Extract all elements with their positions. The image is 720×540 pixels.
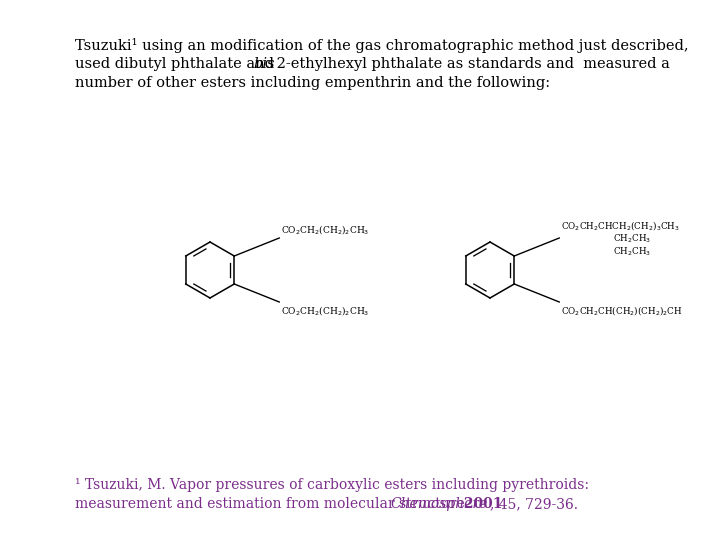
Text: CO$_2$CH$_2$CH(CH$_2$)(CH$_2$)$_2$CH: CO$_2$CH$_2$CH(CH$_2$)(CH$_2$)$_2$CH bbox=[562, 304, 683, 317]
Text: ¹ Tsuzuki, M. Vapor pressures of carboxylic esters including pyrethroids:: ¹ Tsuzuki, M. Vapor pressures of carboxy… bbox=[75, 478, 589, 492]
Text: CO$_2$CH$_2$(CH$_2$)$_2$CH$_3$: CO$_2$CH$_2$(CH$_2$)$_2$CH$_3$ bbox=[282, 223, 369, 236]
Text: CH$_2$CH$_3$: CH$_2$CH$_3$ bbox=[613, 233, 652, 245]
Text: used dibutyl phthalate and: used dibutyl phthalate and bbox=[75, 57, 279, 71]
Text: Chemosphere: Chemosphere bbox=[390, 497, 487, 511]
Text: bis: bis bbox=[253, 57, 274, 71]
Text: 2-ethylhexyl phthalate as standards and  measured a: 2-ethylhexyl phthalate as standards and … bbox=[272, 57, 670, 71]
Text: number of other esters including empenthrin and the following:: number of other esters including empenth… bbox=[75, 76, 550, 90]
Text: CO$_2$CH$_2$(CH$_2$)$_2$CH$_3$: CO$_2$CH$_2$(CH$_2$)$_2$CH$_3$ bbox=[282, 304, 369, 317]
Text: CO$_2$CH$_2$CHCH$_2$(CH$_2$)$_3$CH$_3$: CO$_2$CH$_2$CHCH$_2$(CH$_2$)$_3$CH$_3$ bbox=[562, 219, 680, 232]
Text: Tsuzuki¹ using an modification of the gas chromatographic method just described,: Tsuzuki¹ using an modification of the ga… bbox=[75, 38, 688, 53]
Text: CH$_2$CH$_3$: CH$_2$CH$_3$ bbox=[613, 246, 652, 258]
Text: , 45, 729-36.: , 45, 729-36. bbox=[490, 497, 578, 511]
Text: measurement and estimation from molecular structure.: measurement and estimation from molecula… bbox=[75, 497, 473, 511]
Text: 2001: 2001 bbox=[459, 497, 503, 511]
